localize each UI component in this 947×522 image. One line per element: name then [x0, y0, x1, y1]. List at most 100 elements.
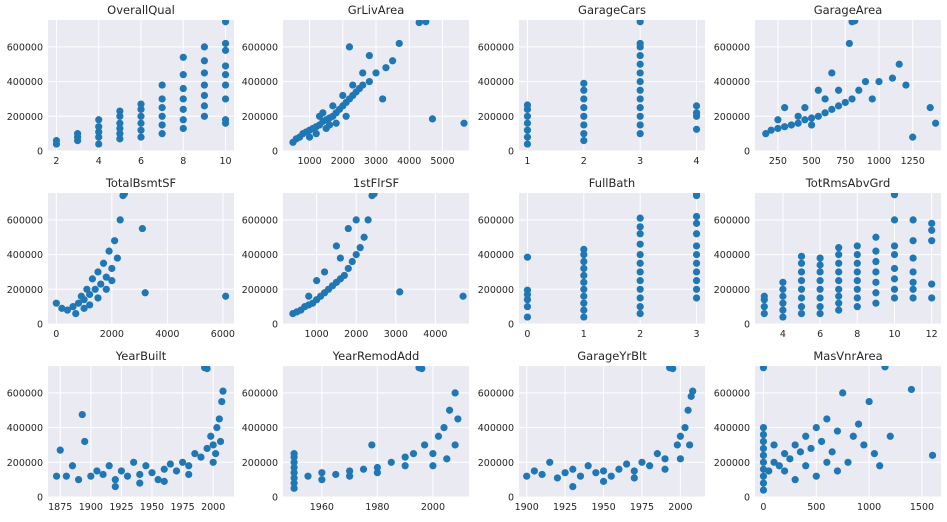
- y-tick-label: 0: [37, 147, 43, 158]
- data-point: [592, 469, 600, 477]
- data-point: [365, 51, 373, 60]
- x-tick-label: 2: [637, 329, 643, 340]
- data-point: [94, 294, 102, 302]
- data-point: [839, 389, 847, 397]
- data-point: [759, 472, 768, 480]
- x-tick-label: 2000: [668, 502, 692, 513]
- x-tick-label: 1900: [515, 502, 539, 513]
- data-point: [440, 423, 448, 432]
- data-point: [332, 242, 341, 250]
- data-point: [692, 268, 701, 276]
- scatter-points: [523, 20, 701, 148]
- y-tick-label: 200000: [7, 458, 43, 469]
- data-point: [154, 476, 162, 484]
- x-tick-label: 4: [780, 329, 786, 340]
- data-point: [200, 81, 209, 89]
- data-point: [636, 20, 644, 26]
- data-point: [102, 285, 110, 293]
- chart-title: YearBuilt: [115, 349, 167, 363]
- x-tick-label: 4000: [397, 156, 421, 167]
- data-point: [854, 420, 863, 428]
- data-point: [636, 223, 644, 231]
- data-point: [580, 257, 588, 266]
- data-point: [636, 240, 644, 248]
- data-point: [872, 289, 880, 297]
- data-point: [372, 69, 380, 77]
- data-point: [108, 277, 116, 285]
- data-point: [538, 470, 546, 479]
- data-point: [68, 462, 77, 470]
- data-point: [615, 465, 623, 473]
- y-tick-label: 400000: [478, 250, 514, 261]
- data-point: [636, 309, 644, 318]
- data-point: [835, 285, 843, 293]
- data-point: [781, 104, 789, 112]
- data-point: [853, 242, 861, 250]
- data-point: [759, 458, 768, 466]
- y-tick-label: 400000: [242, 423, 278, 434]
- data-point: [787, 121, 795, 129]
- data-point: [305, 292, 313, 300]
- data-point: [179, 71, 187, 79]
- data-point: [760, 309, 768, 318]
- data-point: [94, 268, 102, 276]
- y-tick-label: 200000: [242, 285, 278, 296]
- data-point: [636, 214, 644, 222]
- data-point: [797, 303, 806, 311]
- data-point: [56, 446, 64, 454]
- data-point: [290, 463, 298, 472]
- data-point: [373, 463, 381, 472]
- chart-title: GarageYrBlt: [577, 349, 647, 363]
- data-point: [359, 69, 367, 77]
- data-point: [99, 259, 108, 267]
- data-point: [817, 437, 826, 446]
- data-point: [770, 458, 778, 466]
- data-point: [673, 441, 681, 449]
- data-point: [636, 294, 644, 302]
- data-point: [116, 119, 124, 127]
- data-point: [304, 472, 312, 480]
- x-tick-label: 2000: [331, 156, 355, 167]
- data-point: [794, 119, 802, 127]
- data-point: [886, 432, 894, 440]
- data-point: [692, 212, 701, 221]
- y-tick-label: 0: [744, 320, 750, 331]
- data-point: [779, 313, 787, 321]
- data-point: [221, 20, 230, 26]
- data-point: [692, 259, 701, 267]
- data-point: [348, 257, 356, 266]
- data-point: [779, 306, 787, 314]
- data-point: [875, 77, 883, 86]
- plot-area: [519, 193, 705, 324]
- x-tick-label: 1960: [310, 502, 334, 513]
- data-point: [370, 193, 378, 198]
- data-point: [434, 432, 443, 440]
- data-point: [52, 136, 61, 145]
- data-point: [692, 242, 701, 250]
- data-point: [418, 366, 426, 373]
- data-point: [808, 121, 816, 129]
- x-tick-label: 2000: [344, 329, 368, 340]
- data-point: [599, 467, 608, 475]
- x-tick-label: 0: [53, 329, 59, 340]
- data-point: [890, 242, 899, 250]
- data-point: [779, 292, 787, 300]
- data-point: [853, 285, 861, 293]
- data-point: [636, 277, 644, 285]
- plot-area: [755, 366, 941, 497]
- data-point: [661, 455, 669, 463]
- data-point: [890, 216, 899, 224]
- data-point: [909, 216, 917, 224]
- chart-title: TotRmsAbvGrd: [805, 176, 891, 190]
- data-point: [73, 130, 82, 138]
- data-point: [808, 114, 816, 122]
- data-point: [791, 476, 799, 484]
- data-point: [692, 219, 701, 227]
- chart-title: GarageArea: [814, 3, 883, 17]
- data-point: [636, 285, 644, 293]
- data-point: [344, 224, 352, 233]
- data-point: [580, 250, 588, 259]
- data-point: [580, 299, 588, 307]
- x-tick-label: 6: [138, 156, 144, 167]
- chart-title: TotalBsmtSF: [105, 176, 176, 190]
